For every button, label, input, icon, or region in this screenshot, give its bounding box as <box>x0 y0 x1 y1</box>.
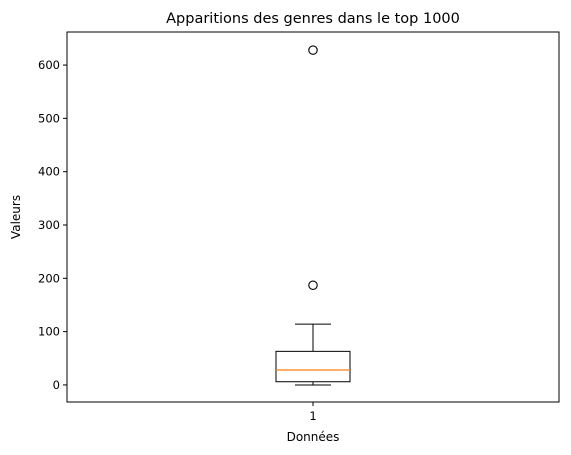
y-tick-label: 500 <box>38 111 60 125</box>
x-axis: 1 <box>309 402 317 423</box>
chart-title: Apparitions des genres dans le top 1000 <box>166 11 460 27</box>
y-tick-label: 400 <box>38 165 60 179</box>
y-tick-label: 100 <box>38 325 60 339</box>
y-tick-label: 0 <box>53 378 60 392</box>
y-tick-label: 200 <box>38 271 60 285</box>
y-axis-label: Valeurs <box>9 195 23 239</box>
outlier-point <box>308 280 318 290</box>
y-axis: 0 100 200 300 400 500 600 <box>38 58 67 392</box>
x-axis-label: Données <box>287 430 340 444</box>
x-tick-label: 1 <box>309 409 316 423</box>
y-tick-label: 300 <box>38 218 60 232</box>
outlier-point <box>308 45 318 55</box>
y-tick-label: 600 <box>38 58 60 72</box>
iqr-box <box>275 350 351 383</box>
box-series <box>275 45 351 386</box>
